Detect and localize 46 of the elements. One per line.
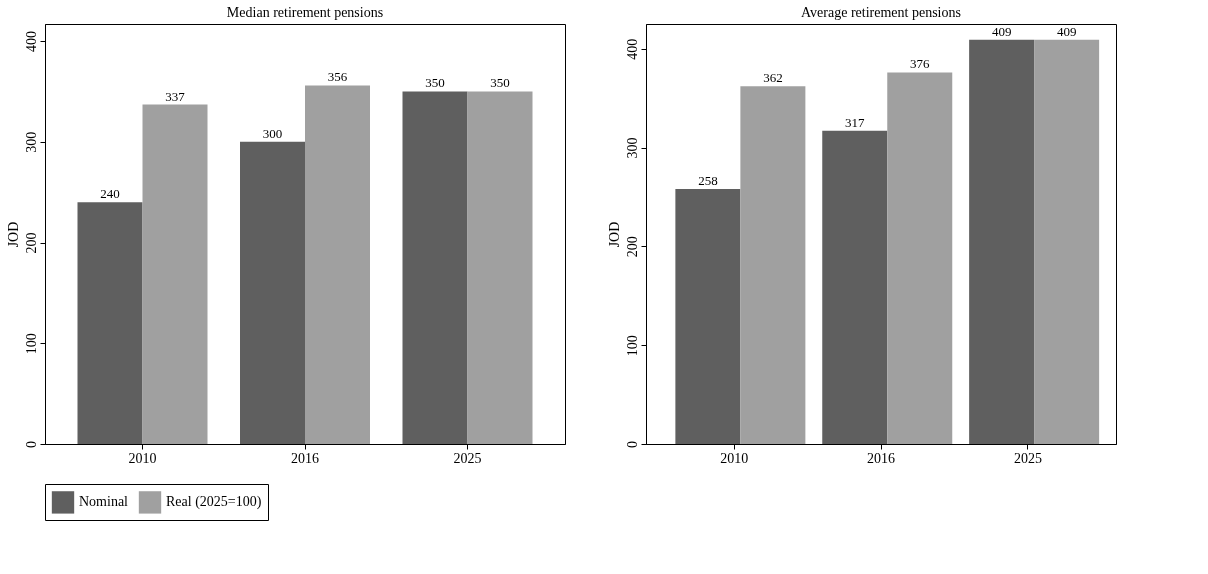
bar: [740, 86, 806, 444]
data-label: 350: [490, 75, 510, 91]
data-label: 300: [262, 125, 283, 141]
data-label: 258: [698, 173, 718, 189]
y-tick-label: 100: [624, 335, 640, 357]
bar: [240, 141, 305, 444]
bar: [77, 202, 143, 444]
bar: [142, 104, 208, 444]
data-label: 350: [425, 75, 445, 91]
bar: [305, 85, 370, 444]
legend-label: Nominal: [79, 494, 129, 510]
y-axis-title: JOD: [5, 221, 21, 248]
data-label: 362: [763, 70, 783, 86]
y-tick-label: 200: [624, 236, 640, 258]
y-tick-label: 0: [23, 441, 39, 448]
x-tick-label: 2010: [128, 450, 157, 466]
x-tick-label: 2016: [867, 450, 895, 466]
chart-title: Average retirement pensions: [801, 5, 961, 20]
x-tick-label: 2016: [291, 450, 319, 466]
data-label: 240: [100, 186, 120, 202]
y-tick-label: 200: [23, 232, 39, 254]
data-label: 356: [327, 69, 348, 85]
data-label: 337: [165, 88, 186, 104]
bar: [887, 72, 953, 444]
bar: [822, 130, 888, 444]
bar: [675, 189, 741, 444]
data-label: 409: [1056, 23, 1077, 39]
bar: [969, 39, 1035, 444]
data-label: 317: [845, 114, 865, 130]
chart-title: Median retirement pensions: [226, 5, 384, 20]
y-tick-label: 400: [624, 38, 640, 60]
y-tick-label: 400: [23, 31, 39, 53]
y-axis-title: JOD: [606, 221, 622, 248]
bar: [402, 91, 468, 444]
y-tick-label: 300: [23, 131, 39, 153]
y-tick-label: 100: [23, 333, 39, 355]
x-tick-label: 2025: [1013, 450, 1042, 466]
y-tick-label: 0: [624, 441, 640, 448]
legend-label: Real (2025=100): [166, 494, 262, 511]
data-label: 376: [910, 56, 930, 72]
x-tick-label: 2025: [453, 450, 482, 466]
bar: [467, 91, 533, 444]
bar: [1034, 39, 1100, 444]
y-tick-label: 300: [624, 137, 640, 159]
data-label: 409: [991, 23, 1012, 39]
x-tick-label: 2010: [720, 450, 749, 466]
